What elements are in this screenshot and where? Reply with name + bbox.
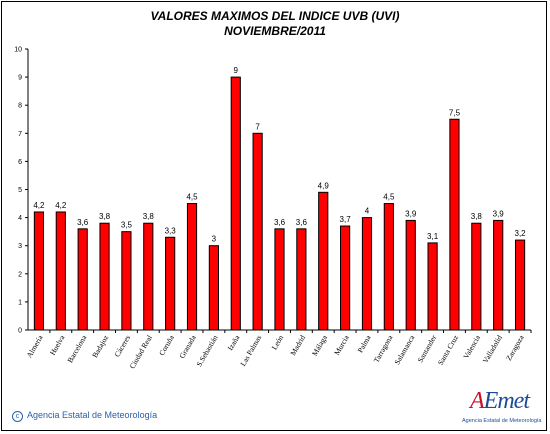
bar-10 <box>252 132 263 331</box>
x-tick-label: Granada <box>177 333 198 360</box>
y-tick-label: 7 <box>18 131 22 138</box>
data-label: 3,6 <box>77 218 89 227</box>
bar-1 <box>55 211 66 331</box>
y-tick-label: 2 <box>18 271 22 278</box>
aemet-logo-a: A <box>470 388 485 414</box>
x-tick-label: Zaragoza <box>504 333 526 362</box>
x-tick-label: Almería <box>25 333 45 359</box>
bar-17 <box>405 219 416 331</box>
data-label: 3,6 <box>296 218 308 227</box>
y-tick-label: 5 <box>18 187 22 194</box>
x-tick-label: Badajoz <box>90 333 110 359</box>
x-tick-label: Santa Cruz <box>436 333 461 367</box>
bar-14 <box>340 225 351 331</box>
x-tick-label: S.Sebastián <box>194 333 219 368</box>
data-label: 3,1 <box>427 232 439 241</box>
data-label: 4 <box>365 207 370 216</box>
data-label: 3,9 <box>405 209 417 218</box>
bar-4 <box>121 231 132 331</box>
x-tick-label: Cáceres <box>112 333 132 358</box>
x-tick-label: Málaga <box>310 333 329 358</box>
bar-16 <box>383 203 394 331</box>
bar-18 <box>427 242 438 331</box>
y-tick-label: 9 <box>18 75 22 82</box>
x-tick-label: León <box>270 333 286 351</box>
footer-credit: c Agencia Estatal de Meteorología <box>12 410 157 422</box>
data-label: 3,2 <box>515 229 527 238</box>
bar-6 <box>165 236 176 331</box>
agency-name: Agencia Estatal de Meteorología <box>27 410 158 420</box>
bar-9 <box>230 76 241 331</box>
bar-7 <box>186 203 198 331</box>
data-label: 7 <box>255 122 260 131</box>
data-label: 4,5 <box>383 193 395 202</box>
bar-5 <box>143 222 154 331</box>
chart-subtitle: NOVIEMBRE/2011 <box>224 24 326 38</box>
x-tick-label: Izaña <box>226 333 242 352</box>
data-label: 7,5 <box>449 108 461 117</box>
bar-20 <box>471 222 482 331</box>
data-label: 3,8 <box>143 212 155 221</box>
y-tick-label: 1 <box>18 299 22 306</box>
y-tick-label: 10 <box>14 47 22 54</box>
data-label: 3,8 <box>471 212 483 221</box>
bar-19 <box>449 118 460 331</box>
x-tick-label: Valencia <box>461 333 482 360</box>
y-tick-label: 0 <box>18 328 22 335</box>
x-tick-label: Valladolid <box>481 333 504 364</box>
bar-2 <box>77 228 88 331</box>
data-label: 4,9 <box>318 181 330 190</box>
aemet-logo: AEmet Agencia Estatal de Meteorología <box>462 388 542 428</box>
copyright-icon: c <box>12 411 23 422</box>
x-tick-label: Coruña <box>157 333 176 357</box>
bar-15 <box>361 217 373 331</box>
bar-13 <box>318 191 329 331</box>
data-label: 4,5 <box>186 193 198 202</box>
bar-12 <box>296 228 307 331</box>
y-tick-label: 6 <box>18 159 22 166</box>
x-tick-label: Tarragona <box>372 333 395 364</box>
x-tick-label: Santander <box>416 333 439 364</box>
bar-0 <box>33 211 45 331</box>
plot-area: 0 1 2 3 4 5 6 7 8 9 10 4,2 Almería 4,2 Huelva 3,6 Barcel… <box>14 47 532 370</box>
x-tick-label: Huelva <box>48 333 67 357</box>
data-label: 3 <box>212 235 217 244</box>
x-tick-label: Barcelona <box>65 333 88 364</box>
aemet-logo-word: AEmet <box>470 388 530 415</box>
data-label: 3,6 <box>274 218 286 227</box>
bar-11 <box>274 228 285 331</box>
y-tick-label: 4 <box>18 215 22 222</box>
x-tick-label: Madrid <box>288 333 307 357</box>
y-tick-label: 8 <box>18 103 22 110</box>
data-label: 3,7 <box>340 215 352 224</box>
y-tick-label: 3 <box>18 243 22 250</box>
x-tick-label: Murcia <box>332 333 351 357</box>
data-label: 4,2 <box>55 201 67 210</box>
bar-8 <box>208 245 219 331</box>
chart-title: VALORES MAXIMOS DEL INDICE UVB (UVI) <box>151 9 400 23</box>
bar-22 <box>514 239 526 331</box>
bar-3 <box>99 222 110 331</box>
bar-21 <box>493 219 504 331</box>
x-tick-label: Salamanca <box>392 333 416 366</box>
x-tick-label: Palma <box>356 333 374 354</box>
data-label: 4,2 <box>33 201 45 210</box>
aemet-logo-subtitle: Agencia Estatal de Meteorología <box>462 418 542 424</box>
x-tick-label: Las Palmas <box>238 333 263 367</box>
data-label: 3,9 <box>493 209 505 218</box>
data-label: 3,3 <box>165 226 177 235</box>
data-label: 3,8 <box>99 212 111 221</box>
aemet-logo-rest: Emet <box>483 388 530 414</box>
data-label: 9 <box>234 66 239 75</box>
data-label: 3,5 <box>121 221 133 230</box>
